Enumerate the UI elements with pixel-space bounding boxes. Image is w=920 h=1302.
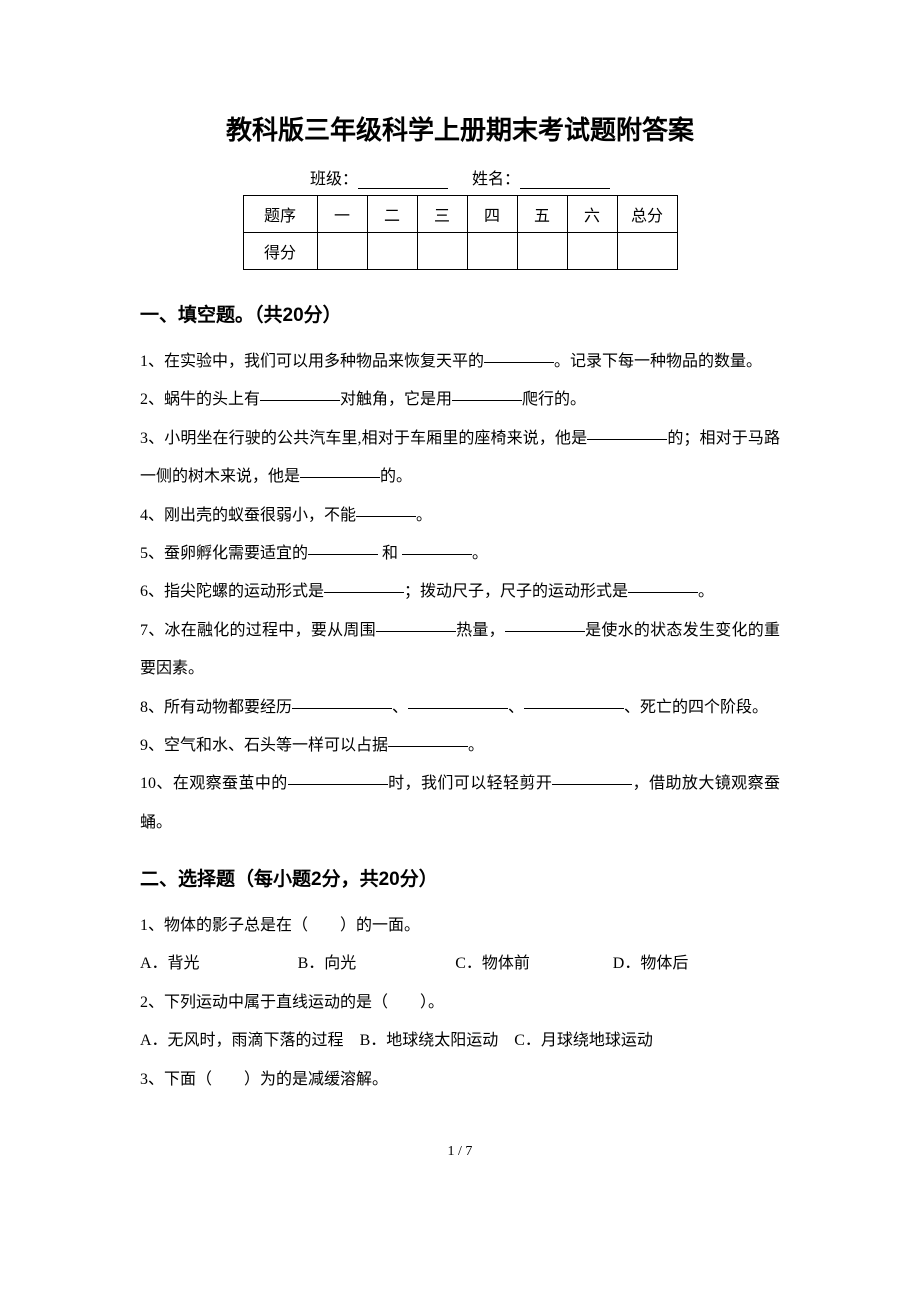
question-5: 5、蚕卵孵化需要适宜的 和 。 xyxy=(140,535,780,573)
question-9: 9、空气和水、石头等一样可以占据 。 xyxy=(140,727,780,765)
col-header: 二 xyxy=(367,196,417,233)
question-10: 10、在观察蚕茧中的时，我们可以轻轻剪开，借助放大镜观察蚕蛹。 xyxy=(140,765,780,842)
total-score-cell[interactable] xyxy=(617,233,677,270)
class-label: 班级： xyxy=(310,171,358,188)
name-blank[interactable] xyxy=(520,171,610,189)
score-cell[interactable] xyxy=(417,233,467,270)
question-8: 8、所有动物都要经历 、 、 、死亡的四个阶段。 xyxy=(140,689,780,727)
col-header: 三 xyxy=(417,196,467,233)
section1-header: 一、填空题。（共20分） xyxy=(140,300,780,327)
total-header: 总分 xyxy=(617,196,677,233)
q-text: 对触角，它是用 xyxy=(340,391,452,408)
fill-blank[interactable] xyxy=(356,516,416,517)
row2-label: 得分 xyxy=(243,233,317,270)
col-header: 五 xyxy=(517,196,567,233)
q-text: 5、蚕卵孵化需要适宜的 xyxy=(140,545,308,562)
option-b[interactable]: B．向光 xyxy=(298,945,452,983)
q-text: 、 xyxy=(392,699,408,716)
score-cell[interactable] xyxy=(367,233,417,270)
fill-blank[interactable] xyxy=(300,477,380,478)
fill-blank[interactable] xyxy=(628,592,698,593)
exam-title: 教科版三年级科学上册期末考试题附答案 xyxy=(140,110,780,147)
q-text: 。 xyxy=(468,737,484,754)
q-text: 爬行的。 xyxy=(522,391,586,408)
q-text: 。 xyxy=(416,507,432,524)
score-cell[interactable] xyxy=(317,233,367,270)
q-text: 和 xyxy=(378,545,402,562)
fill-blank[interactable] xyxy=(292,708,392,709)
q-text: 。 xyxy=(698,583,714,600)
page-number: 1 / 7 xyxy=(140,1144,780,1160)
fill-blank[interactable] xyxy=(552,784,632,785)
fill-blank[interactable] xyxy=(324,592,404,593)
q-text: 时，我们可以轻轻剪开 xyxy=(388,775,553,792)
fill-blank[interactable] xyxy=(388,746,468,747)
fill-blank[interactable] xyxy=(505,631,585,632)
fill-blank[interactable] xyxy=(260,400,340,401)
q-text: 。记录下每一种物品的数量。 xyxy=(554,353,762,370)
mc-options: A．无风时，雨滴下落的过程 B．地球绕太阳运动 C．月球绕地球运动 xyxy=(140,1022,780,1060)
row1-label: 题序 xyxy=(243,196,317,233)
question-3: 3、小明坐在行驶的公共汽车里,相对于车厢里的座椅来说，他是的；相对于马路一侧的树… xyxy=(140,420,780,497)
question-4: 4、刚出壳的蚁蚕很弱小，不能 。 xyxy=(140,497,780,535)
q-text: 8、所有动物都要经历 xyxy=(140,699,292,716)
option-a[interactable]: A．无风时，雨滴下落的过程 xyxy=(140,1022,344,1060)
mc-question-2: 2、下列运动中属于直线运动的是（ ）。 xyxy=(140,984,780,1022)
table-row: 得分 xyxy=(243,233,677,270)
fill-blank[interactable] xyxy=(308,554,378,555)
question-6: 6、指尖陀螺的运动形式是 ；拨动尺子，尺子的运动形式是 。 xyxy=(140,573,780,611)
q-text: 6、指尖陀螺的运动形式是 xyxy=(140,583,324,600)
q-text: 。 xyxy=(472,545,488,562)
table-row: 题序 一 二 三 四 五 六 总分 xyxy=(243,196,677,233)
fill-blank[interactable] xyxy=(524,708,624,709)
q-text: 1、在实验中，我们可以用多种物品来恢复天平的 xyxy=(140,353,484,370)
fill-blank[interactable] xyxy=(402,554,472,555)
question-2: 2、蜗牛的头上有 对触角，它是用 爬行的。 xyxy=(140,381,780,419)
option-b[interactable]: B．地球绕太阳运动 xyxy=(360,1022,499,1060)
section2-header: 二、选择题（每小题2分，共20分） xyxy=(140,864,780,891)
class-blank[interactable] xyxy=(358,171,448,189)
q-text: 2、蜗牛的头上有 xyxy=(140,391,260,408)
score-cell[interactable] xyxy=(467,233,517,270)
option-c[interactable]: C．月球绕地球运动 xyxy=(514,1022,653,1060)
student-info-line: 班级： 姓名： xyxy=(140,165,780,189)
q-text: 10、在观察蚕茧中的 xyxy=(140,775,288,792)
score-table: 题序 一 二 三 四 五 六 总分 得分 xyxy=(243,195,678,270)
q-text: 热量， xyxy=(456,622,505,639)
q-text: 7、冰在融化的过程中，要从周围 xyxy=(140,622,376,639)
q-text: 4、刚出壳的蚁蚕很弱小，不能 xyxy=(140,507,356,524)
mc-options: A．背光 B．向光 C．物体前 D．物体后 xyxy=(140,945,780,983)
mc-question-1: 1、物体的影子总是在（ ）的一面。 xyxy=(140,907,780,945)
q-text: 、死亡的四个阶段。 xyxy=(624,699,768,716)
fill-blank[interactable] xyxy=(376,631,456,632)
score-cell[interactable] xyxy=(517,233,567,270)
q-text: 3、小明坐在行驶的公共汽车里,相对于车厢里的座椅来说，他是 xyxy=(140,430,587,447)
q-text: 9、空气和水、石头等一样可以占据 xyxy=(140,737,388,754)
option-a[interactable]: A．背光 xyxy=(140,945,294,983)
question-7: 7、冰在融化的过程中，要从周围热量，是使水的状态发生变化的重要因素。 xyxy=(140,612,780,689)
col-header: 一 xyxy=(317,196,367,233)
name-label: 姓名： xyxy=(472,171,520,188)
fill-blank[interactable] xyxy=(408,708,508,709)
fill-blank[interactable] xyxy=(288,784,388,785)
q-text: ；拨动尺子，尺子的运动形式是 xyxy=(404,583,628,600)
col-header: 四 xyxy=(467,196,517,233)
option-d[interactable]: D．物体后 xyxy=(613,945,767,983)
fill-blank[interactable] xyxy=(484,362,554,363)
fill-blank[interactable] xyxy=(587,439,667,440)
q-text: 的。 xyxy=(380,468,412,485)
option-c[interactable]: C．物体前 xyxy=(455,945,609,983)
mc-question-3: 3、下面（ ）为的是减缓溶解。 xyxy=(140,1061,780,1099)
question-1: 1、在实验中，我们可以用多种物品来恢复天平的 。记录下每一种物品的数量。 xyxy=(140,343,780,381)
col-header: 六 xyxy=(567,196,617,233)
q-text: 、 xyxy=(508,699,524,716)
score-cell[interactable] xyxy=(567,233,617,270)
fill-blank[interactable] xyxy=(452,400,522,401)
